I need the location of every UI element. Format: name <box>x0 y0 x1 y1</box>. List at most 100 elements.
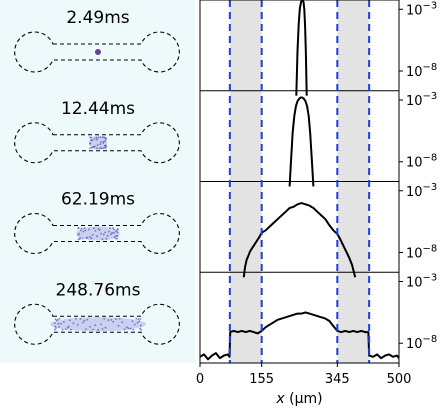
particle-dot-1-24 <box>89 147 91 150</box>
particle-dot-3-47 <box>63 321 65 323</box>
particle-dot-2-11 <box>104 231 107 234</box>
particle-dot-3-33 <box>55 319 58 322</box>
channel-outline-2 <box>14 212 180 255</box>
particle-dot-3-5 <box>57 322 60 325</box>
particle-dot-2-33 <box>91 234 94 236</box>
particle-dot-3-48 <box>55 327 57 329</box>
particle-dot-3-26 <box>139 324 142 327</box>
y-tick-label-2-1: 10−8 <box>406 243 437 261</box>
particle-dot-3-34 <box>54 325 56 328</box>
particle-dot-3-21 <box>70 328 72 331</box>
particle-dot-3-32 <box>64 328 67 330</box>
x-axis-title: x (μm) <box>275 391 322 407</box>
particle-dot-3-30 <box>97 328 100 331</box>
channel-outline-1 <box>14 122 180 164</box>
particle-dot-1-12 <box>95 136 98 139</box>
particle-dot-3-40 <box>135 317 138 320</box>
particle-dot-1-13 <box>98 147 101 150</box>
particle-dot-2-36 <box>77 227 80 230</box>
particle-dot-2-5 <box>80 227 83 230</box>
particle-dot-2-32 <box>100 232 102 235</box>
particle-dot-3-39 <box>123 328 126 331</box>
particle-dot-3-7 <box>83 319 86 322</box>
particle-dot-3-12 <box>139 327 142 330</box>
time-label-0: 2.49ms <box>66 8 129 28</box>
particle-dot-2-26 <box>105 237 108 240</box>
particle-dot-3-0 <box>103 317 105 320</box>
particle-dot-1-5 <box>97 137 100 139</box>
particle-dot-2-3 <box>94 230 97 232</box>
particle-dot-2-17 <box>101 238 104 241</box>
particle-dot-3-27 <box>138 320 141 323</box>
particle-dot-3-11 <box>139 318 142 320</box>
particle-dot-2-8 <box>81 237 84 240</box>
particle-dot-1-20 <box>96 144 99 147</box>
particle-dot-2-29 <box>116 228 119 230</box>
particle-dot-1-9 <box>89 142 91 145</box>
particle-dot-3-24 <box>121 321 124 324</box>
profile-line-1 <box>288 96 315 187</box>
channel-outline-3 <box>14 303 180 345</box>
x-tick-label-1: 155 <box>249 372 274 387</box>
particle-dot-1-28 <box>99 143 102 146</box>
particle-dot-3-15 <box>100 323 103 326</box>
particle-dot-3-1 <box>85 328 87 331</box>
y-tick-label-3-1: 10−8 <box>406 334 437 352</box>
particle-dot-3-19 <box>54 328 56 331</box>
particle-dot-2-24 <box>89 236 92 238</box>
particle-dot-2-38 <box>83 227 86 230</box>
particle-dot-2-12 <box>111 232 114 234</box>
axes-frame <box>199 0 400 364</box>
particle-dot-2-15 <box>114 237 117 240</box>
particle-dot-3-42 <box>137 318 140 321</box>
particle-dot-3-20 <box>58 317 61 320</box>
particle-dot-3-45 <box>94 324 97 327</box>
particle-dot-3-53 <box>110 319 112 321</box>
particle-dot-2-42 <box>113 232 115 234</box>
time-label-3: 248.76ms <box>56 280 141 300</box>
particle-dot-1-32 <box>104 137 107 140</box>
particle-dot-3-46 <box>76 324 79 326</box>
x-tick-label-2: 345 <box>325 372 350 387</box>
particle-dot-2-30 <box>113 236 116 238</box>
y-tick-label-2-0: 10−3 <box>406 182 437 200</box>
x-tick-label-3: 500 <box>387 372 412 387</box>
particle-dot-1-21 <box>93 138 96 140</box>
particle-dot-2-25 <box>97 228 100 230</box>
particle-dot-2-23 <box>82 230 85 233</box>
particle-dot-2-2 <box>102 233 105 236</box>
particle-dot-2-10 <box>96 235 98 238</box>
y-tick-label-1-0: 10−3 <box>406 91 437 109</box>
particle-dot-2-43 <box>116 231 119 234</box>
particle-dot-2-22 <box>78 232 81 235</box>
particle-dot-1-22 <box>90 146 93 149</box>
profile-line-0 <box>295 0 308 96</box>
particle-dot-2-18 <box>93 227 95 230</box>
particle-dot-3-10 <box>132 328 135 331</box>
particle-dot-1-31 <box>105 145 107 148</box>
particle-cloud-0 <box>95 49 101 55</box>
particle-dot-3-3 <box>58 326 60 328</box>
particle-dot-3-54 <box>126 326 128 329</box>
particle-dot-2-1 <box>110 233 112 236</box>
particle-dot-3-44 <box>112 320 115 323</box>
particle-dot-3-37 <box>89 326 92 328</box>
particle-dot-3-4 <box>53 322 56 324</box>
particle-dot-3-55 <box>136 321 139 324</box>
particle-dot-2-39 <box>90 237 93 240</box>
particle-dot-1-26 <box>92 146 95 149</box>
particle-dot-2-37 <box>78 238 81 241</box>
particle-dot-3-36 <box>72 322 75 325</box>
particle-dot-1-34 <box>99 136 102 139</box>
particle-dot-3-50 <box>61 328 64 331</box>
particle-dot-1-29 <box>102 142 105 144</box>
y-tick-label-0-0: 10−3 <box>406 0 437 18</box>
particle-dot-3-43 <box>127 327 130 330</box>
particle-dot-2-31 <box>108 230 110 233</box>
particle-dot-3-25 <box>133 323 136 326</box>
particle-dot-2-20 <box>80 229 82 232</box>
particle-dot-3-49 <box>54 318 57 321</box>
x-tick-label-0: 0 <box>196 372 204 387</box>
particle-dot-2-28 <box>116 237 118 240</box>
